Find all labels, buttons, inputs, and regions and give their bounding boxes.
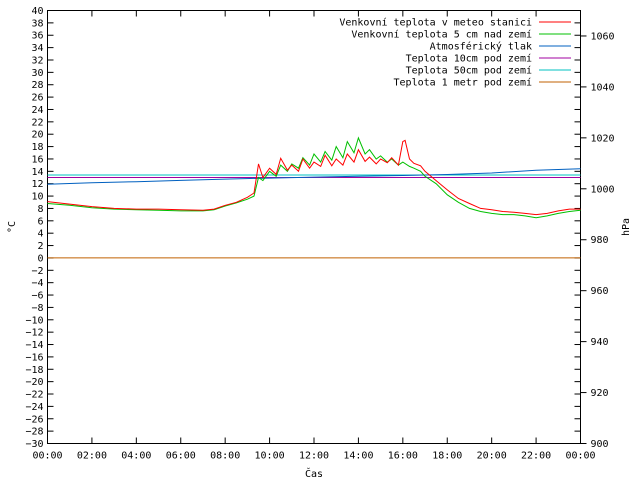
tick-label-left: −16 (25, 352, 43, 363)
y-axis-right-label: hPa (621, 218, 632, 236)
y-axis-left: 4038363432302826242220181614121086420−2−… (25, 6, 581, 450)
tick-label-left: −22 (25, 390, 43, 401)
tick-label-left: −20 (25, 377, 43, 388)
series-line-1 (47, 136, 581, 219)
tick-label-left: 14 (31, 167, 43, 178)
tick-label-left: 22 (31, 117, 43, 128)
tick-label-right: 920 (591, 388, 609, 399)
tick-label-left: 10 (31, 192, 43, 203)
tick-label-left: 16 (31, 154, 43, 165)
tick-label-left: 32 (31, 55, 43, 66)
tick-label-left: 2 (37, 241, 43, 252)
tick-label-x: 12:00 (299, 451, 329, 462)
tick-label-x: 08:00 (210, 451, 240, 462)
tick-label-x: 04:00 (121, 451, 151, 462)
tick-label-right: 940 (591, 337, 609, 348)
legend-label: Venkovní teplota v meteo stanici (339, 17, 532, 29)
tick-label-x: 18:00 (432, 451, 462, 462)
tick-label-left: 12 (31, 179, 43, 190)
tick-label-right: 1040 (591, 82, 615, 93)
legend-label: Teplota 10cm pod zemí (406, 53, 532, 65)
legend-label: Atmosférický tlak (430, 41, 532, 53)
tick-label-x: 14:00 (343, 451, 373, 462)
tick-label-x: 22:00 (521, 451, 551, 462)
series-line-2 (47, 168, 581, 185)
legend-label: Teplota 1 metr pod zemí (394, 77, 532, 89)
x-axis: 00:00 02:00 04:00 06:00 08:00 10:00 12:00 14:00… (32, 10, 596, 462)
legend: Venkovní teplota v meteo staniciVenkovní… (339, 17, 571, 89)
tick-label-x: 20:00 (477, 451, 507, 462)
tick-label-left: 8 (37, 204, 43, 215)
tick-label-x: 02:00 (77, 451, 107, 462)
tick-label-left: −4 (31, 278, 43, 289)
legend-label: Teplota 50cm pod zemí (406, 65, 532, 77)
tick-label-right: 980 (591, 235, 609, 246)
legend-label: Venkovní teplota 5 cm nad zemí (351, 29, 532, 41)
tick-label-left: 20 (31, 130, 43, 141)
tick-label-left: −28 (25, 427, 43, 438)
tick-label-left: 38 (31, 18, 43, 29)
tick-label-left: 28 (31, 80, 43, 91)
tick-label-left: −30 (25, 439, 43, 450)
x-axis-label: Čas (305, 467, 323, 480)
tick-label-left: 40 (31, 6, 43, 17)
tick-label-right: 900 (591, 439, 609, 450)
tick-label-x: 00:00 (32, 451, 62, 462)
tick-label-left: −10 (25, 315, 43, 326)
tick-label-right: 1000 (591, 184, 615, 195)
tick-label-x: 10:00 (255, 451, 285, 462)
tick-label-left: 26 (31, 93, 43, 104)
tick-label-x: 16:00 (388, 451, 418, 462)
tick-label-left: −26 (25, 414, 43, 425)
tick-label-left: −24 (25, 402, 43, 413)
tick-label-left: 30 (31, 68, 43, 79)
tick-label-x: 00:00 (565, 451, 595, 462)
tick-label-right: 1020 (591, 133, 615, 144)
tick-label-right: 960 (591, 286, 609, 297)
tick-label-left: 0 (37, 253, 43, 264)
tick-label-left: 4 (37, 229, 43, 240)
y-axis-left-label: °C (7, 221, 18, 233)
tick-label-left: −2 (31, 266, 43, 277)
tick-label-left: 34 (31, 43, 43, 54)
tick-label-right: 1060 (591, 31, 615, 42)
tick-label-left: 36 (31, 31, 43, 42)
tick-label-left: 24 (31, 105, 43, 116)
tick-label-left: −18 (25, 365, 43, 376)
tick-label-left: −12 (25, 328, 43, 339)
tick-label-left: −6 (31, 291, 43, 302)
tick-label-left: −14 (25, 340, 43, 351)
series-line-0 (47, 139, 581, 216)
tick-label-left: 18 (31, 142, 43, 153)
tick-label-x: 06:00 (166, 451, 196, 462)
y-axis-right: 1060 1040 1020 1000 980 960 940 920 900 (580, 31, 615, 450)
tick-label-left: −8 (31, 303, 43, 314)
series-lines (47, 136, 581, 259)
tick-label-left: 6 (37, 216, 43, 227)
